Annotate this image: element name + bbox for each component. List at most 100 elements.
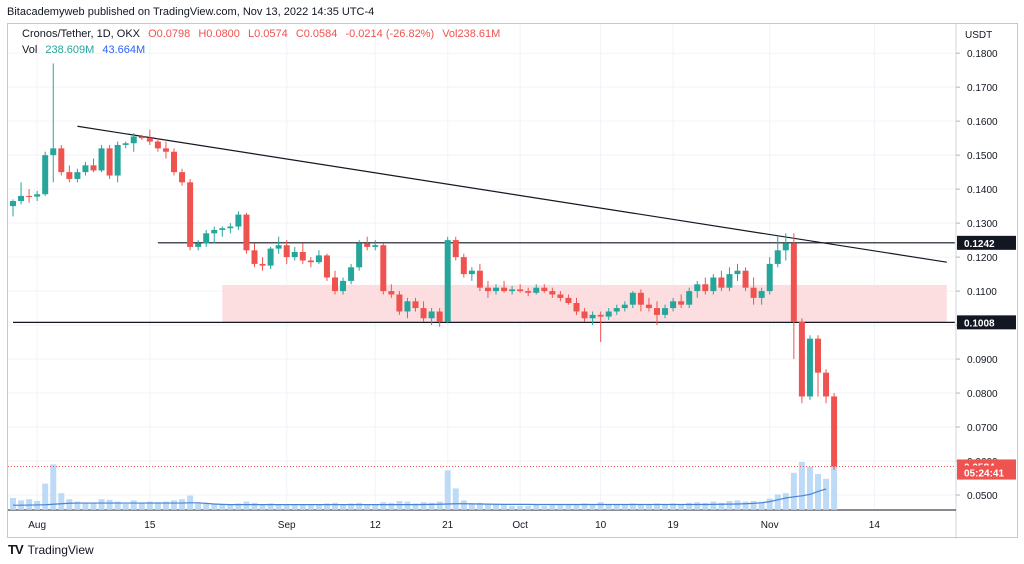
volume-bar <box>645 504 652 510</box>
candle-body <box>484 287 491 292</box>
time-tick-label: Aug <box>28 520 46 531</box>
footer-brand[interactable]: TradingView <box>27 542 94 557</box>
volume-bar <box>58 493 65 510</box>
volume-bar <box>758 501 765 510</box>
candle-body <box>340 280 347 292</box>
volume-label[interactable]: Vol <box>22 44 38 56</box>
volume-bar <box>259 504 266 510</box>
candle-body <box>18 195 25 202</box>
candle-body <box>702 284 709 292</box>
time-tick-label: 21 <box>442 520 454 531</box>
candle-body <box>227 226 234 229</box>
candle-body <box>26 195 33 197</box>
volume-bar <box>114 501 121 510</box>
candle-body <box>710 277 717 292</box>
volume-bar <box>171 500 177 510</box>
candle-body <box>613 308 620 312</box>
volume-bar <box>10 498 16 510</box>
candle-body <box>138 136 145 139</box>
candle-body <box>130 136 137 144</box>
candle-body <box>557 294 564 298</box>
pair-title[interactable]: Cronos/Tether, 1D, OKX <box>22 28 140 40</box>
volume-bar <box>146 501 153 510</box>
volume-bar <box>621 504 628 510</box>
candle-body <box>307 260 314 263</box>
volume-bar <box>42 483 49 510</box>
volume-bar <box>396 501 403 510</box>
time-axis: Aug 15 Sep 12 21 Oct 10 19 Nov 14 <box>28 520 880 531</box>
candle-body <box>678 301 685 305</box>
volume-bar <box>686 502 693 510</box>
volume-bar <box>452 488 459 510</box>
volume-bar <box>790 472 797 510</box>
price-tag-box <box>957 465 1016 480</box>
volume-bar <box>74 501 81 510</box>
volume-bar <box>444 470 451 510</box>
candle-body <box>66 172 73 179</box>
candle-body <box>718 277 725 288</box>
candle-body <box>412 301 419 309</box>
volume-bar <box>597 502 604 510</box>
chart-panel[interactable]: USDT 0.1800 0.1700 0.1600 0.1500 0.1400 0.1300… <box>7 23 1019 539</box>
volume-bar <box>243 501 250 510</box>
candle-body <box>694 284 701 292</box>
volume-bar <box>774 494 781 510</box>
price-tick-label: 0.1600 <box>967 117 998 128</box>
candle-body <box>549 291 556 295</box>
time-tick-label: 12 <box>370 520 382 531</box>
candle-body <box>275 245 282 249</box>
volume-bar <box>356 502 363 510</box>
time-tick-label: 14 <box>869 520 881 531</box>
candle-body <box>315 255 322 263</box>
candle-body <box>58 148 65 173</box>
volume-bar <box>517 505 524 510</box>
volume-bar <box>275 504 282 510</box>
price-tag-label: 0.1008 <box>964 318 995 329</box>
volume-bar <box>541 505 548 510</box>
candle-body <box>428 311 435 319</box>
volume-bar <box>307 505 314 510</box>
volume-bar <box>484 504 491 510</box>
candle-body <box>750 287 757 298</box>
volume-bar <box>323 503 330 510</box>
volume-bar <box>372 504 379 510</box>
candle-body <box>509 289 516 292</box>
volume-bar <box>766 498 773 510</box>
volume-bar <box>678 504 685 510</box>
volume-bar <box>251 502 258 510</box>
candle-body <box>50 148 57 156</box>
candle-body <box>734 270 741 275</box>
candle-body <box>98 148 105 171</box>
candle-body <box>782 243 789 251</box>
price-tick-label: 0.1400 <box>967 185 998 196</box>
time-tick-label: Nov <box>761 520 779 531</box>
candle-body <box>823 372 830 397</box>
close-value: C0.0584 <box>295 28 338 40</box>
volume-bar <box>509 505 516 510</box>
candle-body <box>806 338 813 397</box>
volume-bar <box>106 499 113 510</box>
candle-body <box>291 252 298 258</box>
volume-bar <box>66 499 73 510</box>
price-tick-label: 0.1100 <box>967 287 997 298</box>
candle-body <box>774 250 781 264</box>
volume-bar <box>806 466 813 510</box>
candle-body <box>565 297 572 303</box>
volume-legend: Vol 238.609M 43.664M <box>22 44 150 56</box>
candle-body <box>34 194 41 197</box>
candle-body <box>219 228 226 230</box>
volume-bar <box>823 478 830 510</box>
candle-body <box>645 304 652 309</box>
price-chart[interactable]: USDT 0.1800 0.1700 0.1600 0.1500 0.1400 0.1300… <box>8 24 1019 539</box>
candle-body <box>815 338 821 373</box>
candle-body <box>211 229 218 234</box>
volume-bar <box>420 502 427 510</box>
candle-body <box>452 240 459 258</box>
currency-label: USDT <box>965 30 992 41</box>
volume-bar <box>670 503 677 510</box>
volume-bar <box>299 504 306 510</box>
ohlc-legend: Cronos/Tether, 1D, OKX O0.0798 H0.0800 L… <box>22 28 505 40</box>
price-tick-label: 0.1200 <box>967 253 998 264</box>
price-tick-label: 0.0900 <box>967 355 998 366</box>
candle-body <box>348 267 355 281</box>
